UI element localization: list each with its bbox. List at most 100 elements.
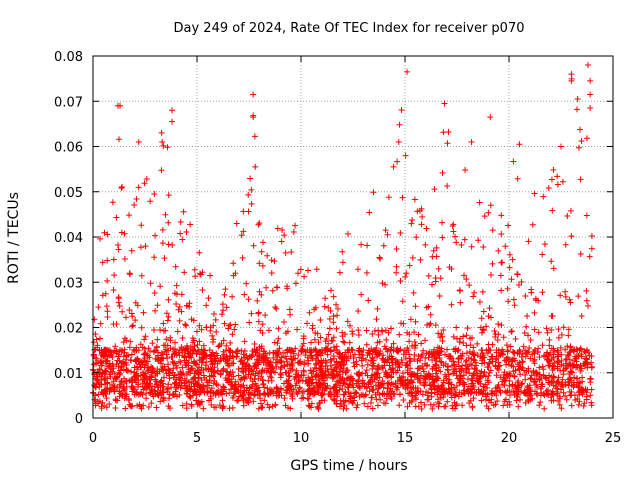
data-point xyxy=(431,383,438,390)
data-point xyxy=(208,395,215,402)
data-point xyxy=(190,346,197,353)
data-point xyxy=(315,359,322,366)
data-point xyxy=(98,351,105,358)
data-point xyxy=(220,384,227,391)
data-point xyxy=(516,141,523,148)
data-point xyxy=(160,142,167,149)
data-point xyxy=(401,347,408,354)
data-point xyxy=(364,242,371,249)
data-point xyxy=(293,380,300,387)
data-point xyxy=(173,282,180,289)
data-point xyxy=(166,395,173,402)
data-point xyxy=(188,354,195,361)
data-point xyxy=(532,297,539,304)
data-point xyxy=(183,322,190,329)
data-point xyxy=(461,381,468,388)
data-point xyxy=(295,388,302,395)
data-point xyxy=(314,372,321,379)
data-point xyxy=(510,158,517,165)
data-point xyxy=(274,385,281,392)
data-point xyxy=(522,293,529,300)
data-point xyxy=(181,353,188,360)
data-point xyxy=(557,367,564,374)
data-point xyxy=(432,278,439,285)
data-point xyxy=(220,348,227,355)
data-point xyxy=(432,322,439,329)
data-point xyxy=(411,351,418,358)
data-point xyxy=(489,227,496,234)
data-point xyxy=(587,91,594,98)
data-point xyxy=(582,349,589,356)
data-point xyxy=(384,231,391,238)
data-point xyxy=(481,213,488,220)
data-point xyxy=(153,370,160,377)
data-point xyxy=(543,351,550,358)
data-point xyxy=(187,221,194,228)
data-point xyxy=(588,359,595,366)
data-point xyxy=(394,158,401,165)
data-point xyxy=(125,397,132,404)
data-point xyxy=(394,384,401,391)
data-point xyxy=(245,296,252,303)
data-point xyxy=(172,339,179,346)
data-point xyxy=(419,351,426,358)
data-point xyxy=(558,331,565,338)
data-point xyxy=(565,352,572,359)
data-point xyxy=(288,356,295,363)
data-point xyxy=(540,366,547,373)
data-point xyxy=(381,380,388,387)
data-point xyxy=(245,394,252,401)
data-point xyxy=(235,397,242,404)
data-point xyxy=(425,272,432,279)
data-point xyxy=(479,390,486,397)
data-point xyxy=(360,355,367,362)
data-point xyxy=(439,169,446,176)
data-point xyxy=(446,389,453,396)
data-point xyxy=(541,405,548,412)
data-point xyxy=(197,383,204,390)
data-point xyxy=(388,344,395,351)
data-point xyxy=(292,222,299,229)
data-point xyxy=(336,269,343,276)
data-point xyxy=(575,401,582,408)
data-point xyxy=(539,251,546,258)
data-point xyxy=(438,330,445,337)
data-point xyxy=(341,354,348,361)
data-point xyxy=(151,387,158,394)
data-point xyxy=(185,368,192,375)
data-point xyxy=(245,208,252,215)
data-point xyxy=(456,339,463,346)
data-point xyxy=(177,368,184,375)
data-point xyxy=(563,396,570,403)
data-point xyxy=(274,225,281,232)
y-axis-label: ROTI / TECUs xyxy=(6,192,22,284)
data-point xyxy=(184,302,191,309)
data-point xyxy=(438,345,445,352)
data-point xyxy=(114,357,121,364)
data-point xyxy=(122,405,129,412)
data-point xyxy=(192,367,199,374)
data-point xyxy=(220,337,227,344)
data-point xyxy=(321,303,328,310)
data-point xyxy=(90,351,97,358)
data-point xyxy=(421,401,428,408)
data-point xyxy=(525,332,532,339)
data-point xyxy=(99,370,106,377)
data-point xyxy=(206,347,213,354)
data-point xyxy=(524,312,531,319)
data-point xyxy=(104,386,111,393)
data-point xyxy=(164,355,171,362)
data-point xyxy=(460,340,467,347)
data-point xyxy=(100,390,107,397)
data-point xyxy=(96,347,103,354)
data-point xyxy=(161,363,168,370)
data-point xyxy=(506,392,513,399)
data-point xyxy=(568,402,575,409)
data-point xyxy=(116,388,123,395)
data-point xyxy=(460,372,467,379)
data-point xyxy=(149,369,156,376)
data-point xyxy=(546,360,553,367)
data-point xyxy=(289,395,296,402)
data-point xyxy=(302,348,309,355)
data-point xyxy=(338,355,345,362)
